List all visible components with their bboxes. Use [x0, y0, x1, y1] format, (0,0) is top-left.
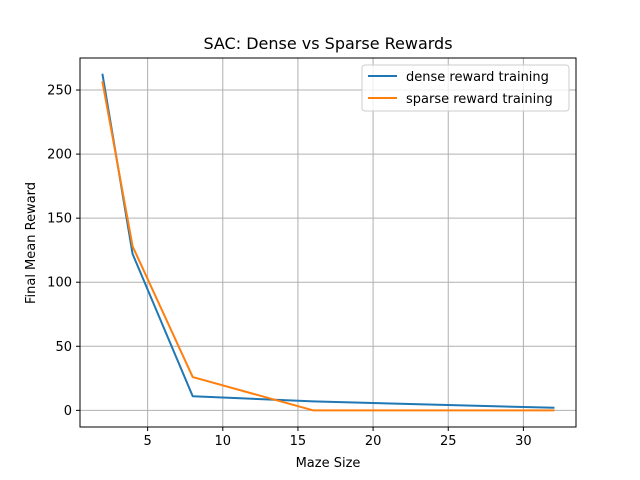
- x-tick-label: 20: [365, 434, 382, 449]
- data-point: [132, 245, 134, 247]
- y-tick-label: 250: [47, 84, 72, 99]
- x-axis: 5 10 15 20 25 30: [143, 427, 532, 449]
- y-axis-label: Final Mean Reward: [24, 182, 39, 304]
- y-axis: 0 50 100 150 200 250: [47, 84, 80, 419]
- data-point: [102, 81, 104, 83]
- data-point: [312, 400, 314, 402]
- y-tick-label: 0: [64, 404, 72, 419]
- series-line-sparse: [101, 81, 555, 412]
- series-group: [101, 73, 555, 412]
- x-tick-label: 5: [143, 434, 151, 449]
- data-point: [552, 407, 554, 409]
- x-tick-label: 25: [440, 434, 457, 449]
- grid: [80, 58, 576, 427]
- data-point: [192, 395, 194, 397]
- y-tick-label: 150: [47, 212, 72, 227]
- data-point: [312, 409, 314, 411]
- legend-label-dense: dense reward training: [406, 70, 549, 85]
- y-tick-label: 50: [55, 340, 72, 355]
- legend-label-sparse: sparse reward training: [406, 92, 553, 107]
- legend-box: [361, 64, 570, 112]
- x-tick-label: 15: [290, 434, 307, 449]
- chart-title: SAC: Dense vs Sparse Rewards: [203, 34, 452, 53]
- data-point: [192, 376, 194, 378]
- data-point: [132, 253, 134, 255]
- y-tick-label: 100: [47, 276, 72, 291]
- x-axis-label: Maze Size: [296, 456, 361, 471]
- y-tick-label: 200: [47, 148, 72, 163]
- x-tick-label: 30: [515, 434, 532, 449]
- x-tick-label: 10: [215, 434, 232, 449]
- data-point: [552, 409, 554, 411]
- data-point: [102, 74, 104, 76]
- plot-frame: [79, 57, 577, 428]
- legend: dense reward training sparse reward trai…: [361, 64, 570, 112]
